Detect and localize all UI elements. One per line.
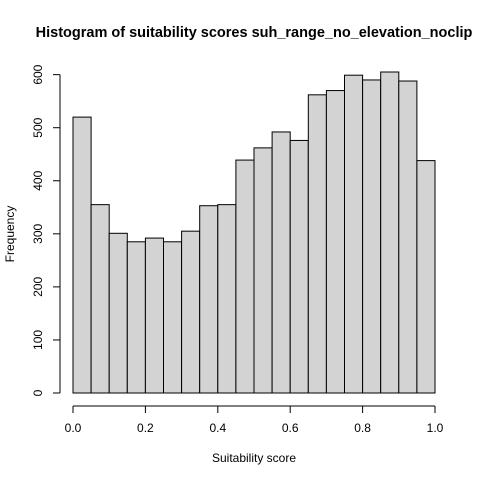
histogram-bar [380, 71, 400, 394]
histogram-bar [271, 131, 291, 394]
x-tick-label: 0.8 [354, 421, 371, 435]
histogram-bar [199, 205, 219, 394]
x-tick-label: 0.4 [209, 421, 226, 435]
histogram-bar [398, 80, 418, 394]
y-tick-label: 500 [31, 117, 45, 137]
y-axis: 0 100 200 300 400 500 600 [31, 64, 61, 396]
histogram-bar [108, 232, 128, 394]
y-tick-label: 600 [31, 64, 45, 84]
x-tick-label: 0.2 [137, 421, 154, 435]
x-tick-label: 0.6 [282, 421, 299, 435]
histogram-bar [181, 230, 201, 394]
y-tick-label: 0 [31, 389, 45, 396]
histogram-bar [90, 204, 110, 394]
x-tick-label: 0.0 [65, 421, 82, 435]
histogram-bar [217, 204, 237, 394]
histogram-bar [163, 241, 183, 394]
histogram-bar [235, 159, 255, 394]
histogram-bar [253, 147, 273, 394]
x-axis: 0.0 0.2 0.4 0.6 0.8 1.0 [65, 405, 444, 435]
bars-group [72, 71, 436, 394]
y-tick-label: 400 [31, 170, 45, 190]
histogram-bar [362, 79, 382, 394]
y-tick-label: 100 [31, 330, 45, 350]
x-axis-label: Suitability score [212, 451, 296, 465]
x-tick-label: 1.0 [427, 421, 444, 435]
y-tick-label: 300 [31, 223, 45, 243]
histogram-bar [126, 241, 146, 394]
histogram-bar [416, 160, 436, 394]
chart-title: Histogram of suitability scores suh_rang… [36, 25, 473, 41]
histogram-bar [144, 237, 164, 394]
histogram-bar [72, 116, 92, 394]
histogram-bar [344, 74, 364, 394]
histogram-bar [325, 90, 345, 394]
histogram-bar [289, 139, 309, 394]
y-axis-label: Frequency [3, 206, 17, 263]
y-tick-label: 200 [31, 277, 45, 297]
histogram-bar [307, 94, 327, 394]
